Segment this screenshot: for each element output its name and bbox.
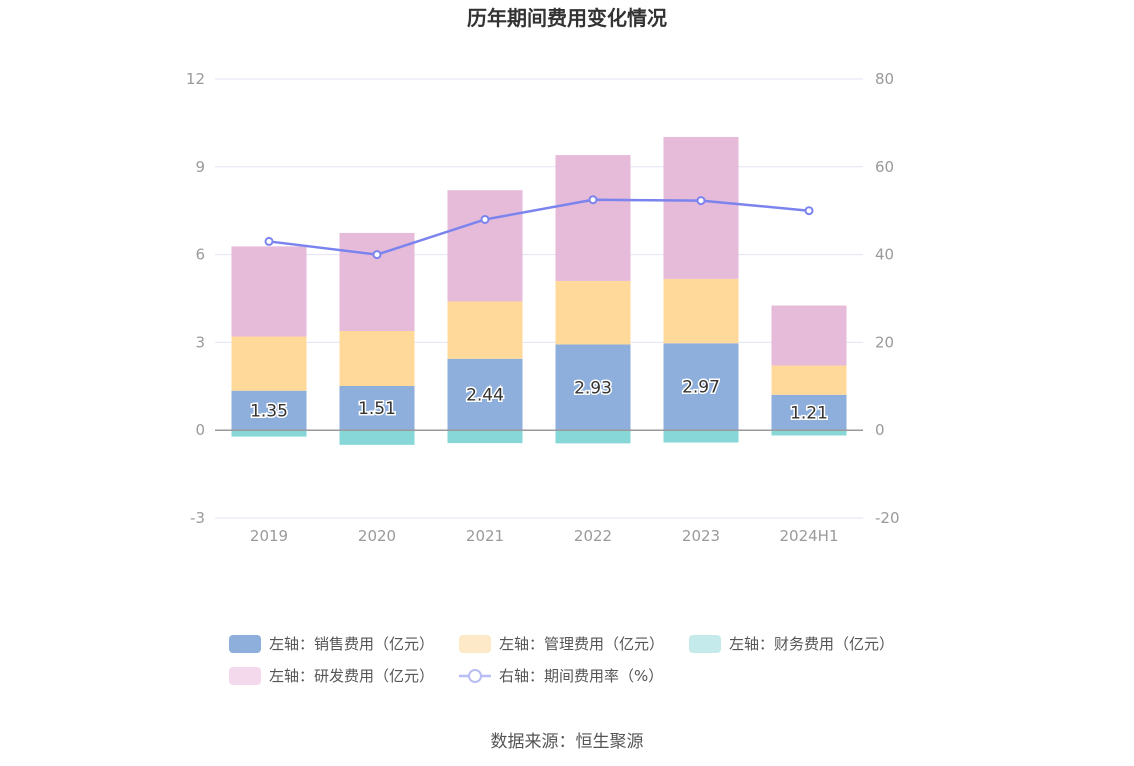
bar-segment — [231, 430, 307, 437]
bar-data-label: 2.44 — [466, 385, 504, 405]
bar-segment — [339, 430, 415, 445]
bar-data-label: 2.93 — [574, 378, 612, 398]
legend-label: 左轴：管理费用（亿元） — [499, 635, 664, 653]
bar-segment — [447, 358, 523, 431]
bar-segment — [771, 365, 847, 395]
bar-segment — [447, 301, 523, 359]
x-axis-ticks: 2019 2020 2021 2022 2023 2024H1 — [250, 527, 839, 545]
chart-title: 历年期间费用变化情况 — [467, 6, 667, 30]
legend-swatch — [229, 667, 261, 685]
bar-data-labels: 1.35 1.51 2.44 2.93 2.97 1.21 — [249, 376, 830, 425]
rate-point — [588, 195, 598, 205]
bar-data-label: 1.35 — [250, 401, 288, 421]
x-tick-label: 2022 — [574, 527, 612, 545]
bar-segment — [555, 155, 631, 281]
legend-line-marker — [468, 669, 482, 683]
grid-lines — [215, 78, 863, 519]
x-tick-label: 2023 — [682, 527, 720, 545]
bar-segment — [663, 430, 739, 443]
right-tick-label: 80 — [875, 70, 894, 88]
rate-point — [372, 250, 382, 260]
bar-data-label: 2.97 — [682, 378, 720, 398]
bar-segment — [447, 190, 523, 302]
legend-label: 右轴：期间费用率（%） — [499, 667, 663, 685]
bar-segment — [339, 330, 415, 387]
legend-swatch — [229, 635, 261, 653]
legend-label: 左轴：销售费用（亿元） — [269, 635, 434, 653]
bar-segment — [555, 344, 631, 431]
left-tick-label: 9 — [195, 158, 205, 176]
right-tick-label: -20 — [875, 509, 900, 527]
rate-point — [696, 196, 706, 206]
bar-segment — [231, 336, 307, 391]
bar-data-label: 1.51 — [358, 399, 396, 419]
x-tick-label: 2019 — [250, 527, 288, 545]
bar-segment — [231, 246, 307, 337]
right-tick-label: 60 — [875, 158, 894, 176]
legend: 左轴：销售费用（亿元） 左轴：管理费用（亿元） 左轴：财务费用（亿元） 左轴：研发费用… — [229, 635, 894, 685]
left-tick-label: 6 — [195, 246, 205, 264]
left-tick-label: 12 — [186, 70, 205, 88]
right-tick-label: 0 — [875, 421, 885, 439]
bar-segment — [771, 394, 847, 431]
bar-segment — [663, 136, 739, 279]
source-note: 数据来源：恒生聚源 — [491, 732, 644, 752]
bar-segment — [339, 386, 415, 431]
rate-point — [804, 206, 814, 216]
bar-data-label: 1.21 — [790, 403, 828, 423]
left-tick-label: -3 — [190, 509, 205, 527]
bar-segment — [339, 232, 415, 331]
legend-label: 左轴：财务费用（亿元） — [729, 635, 894, 653]
right-tick-label: 20 — [875, 333, 894, 351]
right-axis-ticks: -20 0 20 40 60 80 — [875, 70, 900, 527]
legend-label: 左轴：研发费用（亿元） — [269, 667, 434, 685]
bar-segment — [771, 430, 847, 436]
rate-line-series — [264, 195, 814, 260]
left-tick-label: 3 — [195, 333, 205, 351]
bar-segment — [771, 305, 847, 366]
bar-segment — [231, 390, 307, 431]
bar-segment — [555, 280, 631, 345]
bar-segment — [555, 430, 631, 444]
x-tick-label: 2020 — [358, 527, 396, 545]
rate-line — [268, 198, 810, 256]
rate-point — [264, 236, 274, 246]
x-tick-label: 2024H1 — [780, 527, 839, 545]
rate-point — [480, 214, 490, 224]
bar-segment — [447, 430, 523, 444]
bar-series — [231, 136, 847, 445]
legend-swatch — [459, 635, 491, 653]
legend-swatch — [689, 635, 721, 653]
left-tick-label: 0 — [195, 421, 205, 439]
right-tick-label: 40 — [875, 246, 894, 264]
bar-segment — [663, 278, 739, 344]
left-axis-ticks: -3 0 3 6 9 12 — [186, 70, 205, 527]
x-tick-label: 2021 — [466, 527, 504, 545]
bar-segment — [663, 343, 739, 431]
